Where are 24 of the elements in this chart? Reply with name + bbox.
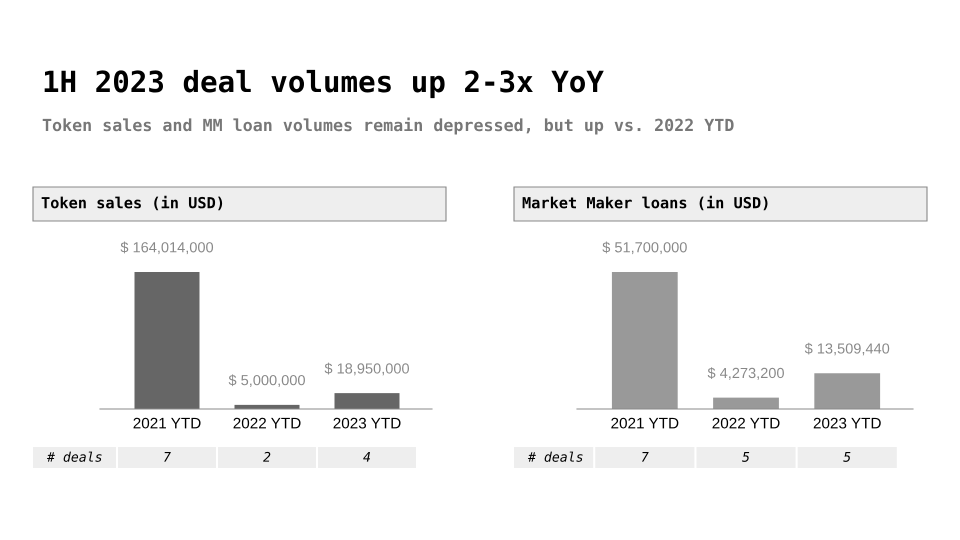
text: 1H 2023 deal volumes up 2-3x YoY xyxy=(44,70,604,98)
text: Token sales and MM loan volumes remain depressed, but up vs. 2022 YTD xyxy=(42,117,734,135)
data-label: $ 4,273,200 xyxy=(708,367,784,380)
data-label: $ 18,950,000 xyxy=(324,362,410,376)
text: 4 xyxy=(363,452,370,462)
chart-title: Token sales (in USD) xyxy=(42,196,222,210)
chart-title: Market Maker loans (in USD) xyxy=(522,196,768,210)
text: 7 xyxy=(642,452,649,462)
x-tick-label: 2023 YTD xyxy=(334,418,401,429)
data-label: $ 164,014,000 xyxy=(120,242,214,254)
x-tick-label: 2022 YTD xyxy=(234,418,301,429)
x-tick-label: 2023 YTD xyxy=(814,418,881,429)
text: # deals xyxy=(528,452,583,462)
data-label: $ 51,700,000 xyxy=(602,242,687,254)
x-tick-label: 2022 YTD xyxy=(712,418,780,429)
text: 5 xyxy=(742,452,750,462)
text: # deals xyxy=(46,452,102,462)
text: 7 xyxy=(164,452,171,462)
x-tick-label: 2021 YTD xyxy=(134,418,201,429)
text: 2 xyxy=(263,452,270,462)
data-label: $ 5,000,000 xyxy=(228,374,305,387)
text: 5 xyxy=(843,452,850,462)
x-tick-label: 2021 YTD xyxy=(611,418,678,429)
data-label: $ 13,509,440 xyxy=(804,342,890,356)
